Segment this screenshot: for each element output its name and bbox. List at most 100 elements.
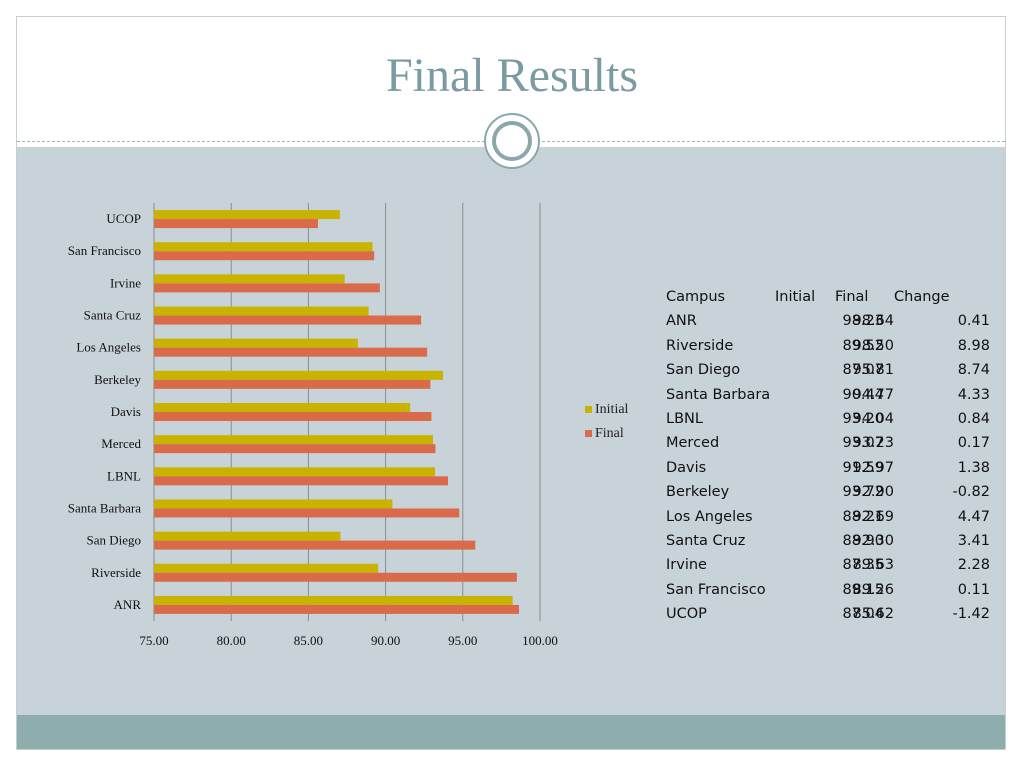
legend-item-initial: Initial	[585, 400, 628, 424]
bar-final	[154, 540, 476, 550]
legend-item-final: Final	[585, 424, 628, 448]
table-header-change: Change	[894, 289, 950, 305]
table-row: UCOP 87.04 85.62 -1.42	[666, 602, 996, 626]
legend-label-final: Final	[595, 426, 624, 441]
table-cell-initial: 87.04	[842, 606, 884, 623]
category-label: Santa Barbara	[68, 500, 142, 515]
bar-final	[154, 572, 517, 582]
x-tick-label: 100.00	[522, 633, 558, 648]
table-cell-initial: 93.72	[842, 484, 884, 501]
category-label: Davis	[111, 404, 141, 419]
table-row: Davis 91.59 92.97 1.38	[666, 456, 996, 480]
x-tick-label: 85.00	[294, 633, 323, 648]
bar-initial	[154, 499, 393, 509]
table-cell-change: 8.74	[957, 362, 990, 379]
bar-initial	[154, 467, 436, 477]
table-cell-final: 95.81	[852, 362, 894, 379]
table-cell-change: 4.47	[957, 508, 990, 525]
table-row: Santa Barbara 90.44 94.77 4.33	[666, 383, 996, 407]
table-cell-final: 89.26	[852, 581, 894, 598]
table-cell-final: 92.69	[852, 508, 894, 525]
table-cell-change: 0.11	[957, 581, 990, 598]
category-label: UCOP	[106, 211, 141, 226]
x-tick-label: 75.00	[139, 633, 168, 648]
category-label: Berkeley	[94, 372, 141, 387]
table-row: Santa Cruz 88.90 92.30 3.41	[666, 529, 996, 553]
table-cell-change: 1.38	[957, 459, 990, 476]
category-label: Los Angeles	[76, 340, 141, 355]
legend-swatch-initial	[585, 406, 592, 414]
table-cell-campus: Los Angeles	[666, 508, 753, 525]
table-cell-initial: 87.35	[842, 557, 884, 574]
table-header-campus: Campus	[666, 289, 726, 305]
legend-swatch-final	[585, 430, 592, 438]
table-cell-initial: 93.20	[842, 410, 884, 427]
table-cell-change: -0.82	[952, 484, 990, 501]
table-cell-change: -1.42	[952, 606, 990, 623]
table-cell-campus: Riverside	[666, 337, 734, 354]
table-cell-final: 93.23	[852, 435, 894, 452]
category-label: Riverside	[91, 565, 141, 580]
x-tick-label: 80.00	[217, 633, 246, 648]
bar-final	[154, 379, 431, 389]
bar-final	[154, 604, 520, 614]
content-panel	[17, 147, 1005, 715]
table-cell-final: 98.64	[852, 313, 894, 330]
table-cell-change: 4.33	[957, 386, 990, 403]
chart-legend: Initial Final	[585, 400, 628, 448]
table-cell-campus: UCOP	[666, 606, 707, 623]
bar-initial	[154, 403, 411, 412]
table-cell-initial: 90.44	[842, 386, 884, 403]
bar-initial	[154, 595, 513, 605]
table-cell-final: 89.63	[852, 557, 894, 574]
legend-label-initial: Initial	[595, 402, 629, 417]
table-cell-campus: ANR	[666, 313, 697, 330]
results-table: Campus Initial Final Change ANR 98.23 98.6…	[666, 285, 996, 626]
bar-final	[154, 347, 428, 357]
x-tick-label: 90.00	[371, 633, 400, 648]
bar-final	[154, 283, 380, 293]
bar-initial	[154, 210, 340, 220]
bar-final	[154, 219, 318, 229]
table-cell-campus: Merced	[666, 435, 720, 452]
bar-final	[154, 315, 422, 325]
bar-initial	[154, 306, 369, 316]
bar-initial	[154, 370, 444, 380]
table-cell-final: 98.50	[852, 337, 894, 354]
table-cell-initial: 88.90	[842, 532, 884, 549]
bar-final	[154, 476, 448, 486]
x-tick-label: 95.00	[448, 633, 477, 648]
table-row: LBNL 93.20 94.04 0.84	[666, 407, 996, 431]
table-row: ANR 98.23 98.64 0.41	[666, 309, 996, 333]
table-cell-initial: 98.23	[842, 313, 884, 330]
table-header-initial: Initial	[775, 289, 816, 305]
table-row: Riverside 89.52 98.50 8.98	[666, 334, 996, 358]
footer-band	[17, 715, 1005, 749]
category-label: LBNL	[107, 468, 141, 483]
table-cell-campus: San Francisco	[666, 581, 766, 598]
table-cell-final: 92.30	[852, 532, 894, 549]
category-label: ANR	[114, 597, 142, 612]
table-cell-campus: San Diego	[666, 362, 741, 379]
bar-final	[154, 412, 432, 421]
category-label: San Francisco	[68, 243, 141, 258]
table-cell-initial: 93.07	[842, 435, 884, 452]
category-label: Irvine	[110, 275, 141, 290]
table-cell-change: 3.41	[957, 532, 990, 549]
table-cell-initial: 87.07	[842, 362, 884, 379]
bar-initial	[154, 563, 379, 573]
bar-initial	[154, 531, 341, 541]
table-row: Irvine 87.35 89.63 2.28	[666, 553, 996, 577]
table-header-row: Campus Initial Final Change	[666, 285, 996, 309]
category-label: Merced	[101, 436, 141, 451]
slide-title: Final Results	[385, 49, 639, 102]
bar-final	[154, 251, 375, 261]
category-label: San Diego	[86, 533, 141, 548]
table-cell-final: 94.04	[852, 410, 894, 427]
table-cell-change: 8.98	[957, 337, 990, 354]
circle-emblem-icon	[484, 113, 540, 169]
table-cell-change: 0.17	[957, 435, 990, 452]
bar-initial	[154, 338, 358, 348]
table-cell-campus: LBNL	[666, 410, 703, 427]
table-cell-campus: Santa Barbara	[666, 386, 771, 403]
